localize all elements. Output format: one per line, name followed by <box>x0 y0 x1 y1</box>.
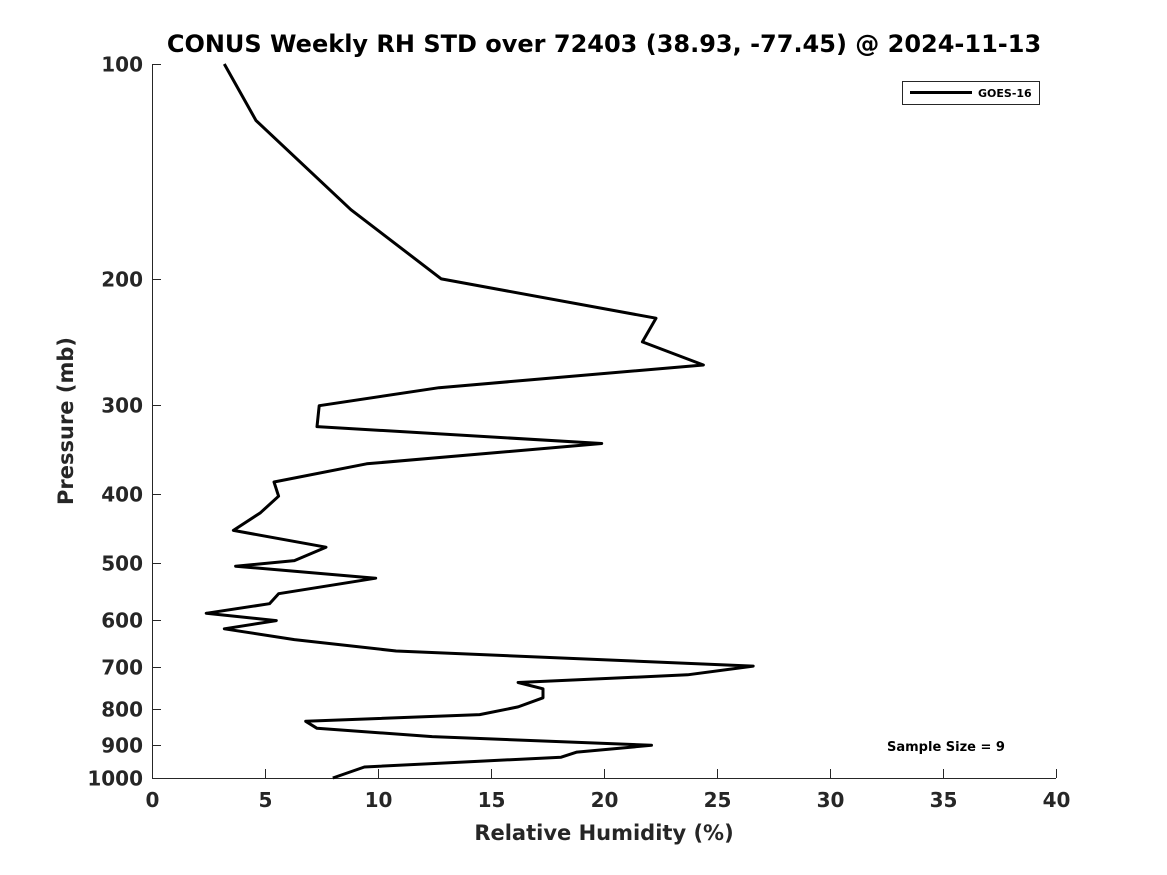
ticks: 0 5 10 15 20 25 30 35 40 100 200 300 400 500 600 700 800… <box>87 53 1070 813</box>
y-axis-label: Pressure (mb) <box>54 337 78 505</box>
y-tick-label: 1000 <box>87 767 143 791</box>
legend: GOES-16 <box>902 81 1040 105</box>
y-tick-label: 600 <box>101 609 143 633</box>
y-tick-label: 200 <box>101 268 143 292</box>
sample-size-annotation: Sample Size = 9 <box>887 740 1005 755</box>
x-tick-label: 25 <box>704 788 732 812</box>
plot-area <box>152 64 1056 778</box>
axes <box>152 64 1056 779</box>
x-tick-label: 5 <box>259 788 273 812</box>
y-tick-label: 500 <box>101 552 143 576</box>
series-line-goes-16 <box>204 63 755 780</box>
y-tick-label: 100 <box>101 53 143 77</box>
x-tick-label: 0 <box>146 788 160 812</box>
x-tick-label: 35 <box>930 788 958 812</box>
x-tick-label: 30 <box>817 788 845 812</box>
x-tick-label: 40 <box>1043 788 1071 812</box>
x-tick-label: 20 <box>591 788 619 812</box>
y-tick-label: 900 <box>101 734 143 758</box>
y-tick-label: 700 <box>101 656 143 680</box>
y-tick-label: 300 <box>101 394 143 418</box>
x-axis-label: Relative Humidity (%) <box>474 821 733 845</box>
chart-title: CONUS Weekly RH STD over 72403 (38.93, -… <box>167 30 1041 58</box>
x-tick-label: 10 <box>365 788 393 812</box>
y-tick-label: 400 <box>101 483 143 507</box>
legend-label: GOES-16 <box>978 87 1032 100</box>
y-tick-label: 800 <box>101 698 143 722</box>
x-tick-label: 15 <box>478 788 506 812</box>
